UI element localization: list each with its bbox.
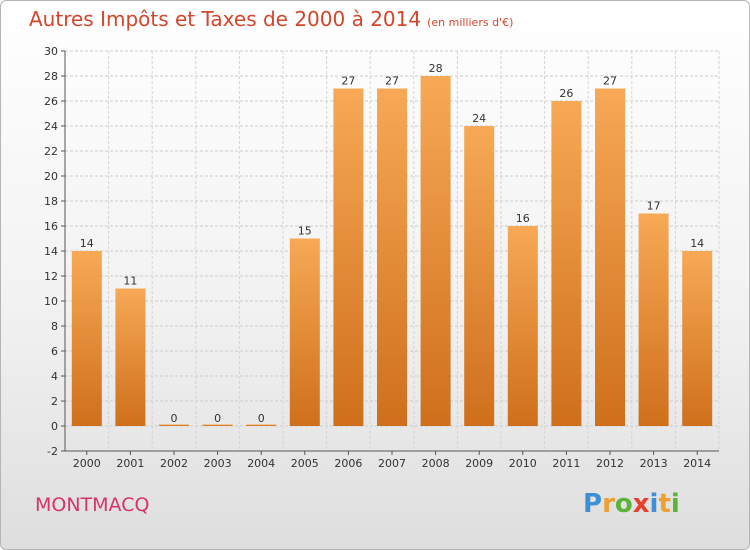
- chart-title: Autres Impôts et Taxes de 2000 à 2014 (en…: [29, 7, 513, 31]
- bar: [115, 288, 146, 426]
- bar: [202, 424, 233, 426]
- data-label: 14: [80, 237, 94, 250]
- bar: [507, 226, 538, 426]
- logo-letter: P: [583, 489, 603, 519]
- y-tick-label: 28: [44, 70, 58, 83]
- x-tick-label: 2001: [116, 457, 144, 470]
- data-label: 0: [171, 412, 178, 425]
- bar: [333, 88, 364, 426]
- data-label: 0: [258, 412, 265, 425]
- logo-letter: r: [602, 489, 615, 519]
- bar: [71, 251, 102, 426]
- bar: [289, 238, 320, 426]
- y-tick-label: 0: [51, 420, 58, 433]
- x-tick-label: 2013: [640, 457, 668, 470]
- x-tick-label: 2000: [73, 457, 101, 470]
- data-label: 24: [472, 112, 486, 125]
- y-tick-label: 2: [51, 395, 58, 408]
- y-tick-label: 24: [44, 120, 58, 133]
- bar: [159, 424, 189, 426]
- y-tick-label: 4: [51, 370, 58, 383]
- proxiti-logo: Proxiti: [583, 489, 680, 519]
- x-tick-label: 2011: [552, 457, 580, 470]
- x-tick-label: 2002: [160, 457, 188, 470]
- y-tick-label: 10: [44, 295, 58, 308]
- y-tick-label: 6: [51, 345, 58, 358]
- x-tick-label: 2003: [204, 457, 232, 470]
- x-tick-label: 2014: [683, 457, 711, 470]
- data-label: 28: [429, 62, 443, 75]
- data-label: 0: [214, 412, 221, 425]
- data-label: 15: [298, 225, 312, 238]
- y-tick-label: 22: [44, 145, 58, 158]
- x-tick-label: 2006: [334, 457, 362, 470]
- logo-letter: i: [649, 489, 659, 519]
- x-tick-label: 2009: [465, 457, 493, 470]
- data-label: 27: [603, 75, 617, 88]
- bar: [595, 88, 625, 426]
- logo-letter: t: [658, 489, 671, 519]
- y-tick-label: 12: [44, 270, 58, 283]
- bar: [377, 88, 407, 426]
- bar: [420, 76, 451, 426]
- y-tick-label: 8: [51, 320, 58, 333]
- data-label: 17: [647, 200, 661, 213]
- x-tick-label: 2007: [378, 457, 406, 470]
- bar: [246, 424, 277, 426]
- data-label: 27: [385, 75, 399, 88]
- bar: [638, 213, 669, 426]
- logo-letter: x: [632, 489, 650, 519]
- title-text: Autres Impôts et Taxes de 2000 à 2014: [29, 7, 422, 31]
- y-tick-label: 16: [44, 220, 58, 233]
- bar: [682, 251, 713, 426]
- data-label: 26: [559, 87, 573, 100]
- logo-letter: i: [670, 489, 680, 519]
- x-tick-label: 2008: [422, 457, 450, 470]
- place-name: MONTMACQ: [35, 494, 150, 516]
- y-tick-label: -2: [47, 445, 58, 458]
- y-tick-label: 30: [44, 45, 58, 58]
- x-tick-label: 2012: [596, 457, 624, 470]
- data-label: 16: [516, 212, 530, 225]
- bar: [551, 101, 582, 426]
- x-tick-label: 2005: [291, 457, 319, 470]
- data-label: 14: [690, 237, 704, 250]
- x-tick-label: 2010: [509, 457, 537, 470]
- y-tick-label: 14: [44, 245, 58, 258]
- y-tick-label: 26: [44, 95, 58, 108]
- bar: [464, 126, 495, 426]
- data-label: 11: [123, 275, 137, 288]
- x-tick-label: 2004: [247, 457, 275, 470]
- logo-letter: o: [614, 489, 633, 519]
- y-tick-label: 20: [44, 170, 58, 183]
- y-tick-label: 18: [44, 195, 58, 208]
- title-unit: (en milliers d'€): [427, 16, 514, 29]
- data-label: 27: [341, 75, 355, 88]
